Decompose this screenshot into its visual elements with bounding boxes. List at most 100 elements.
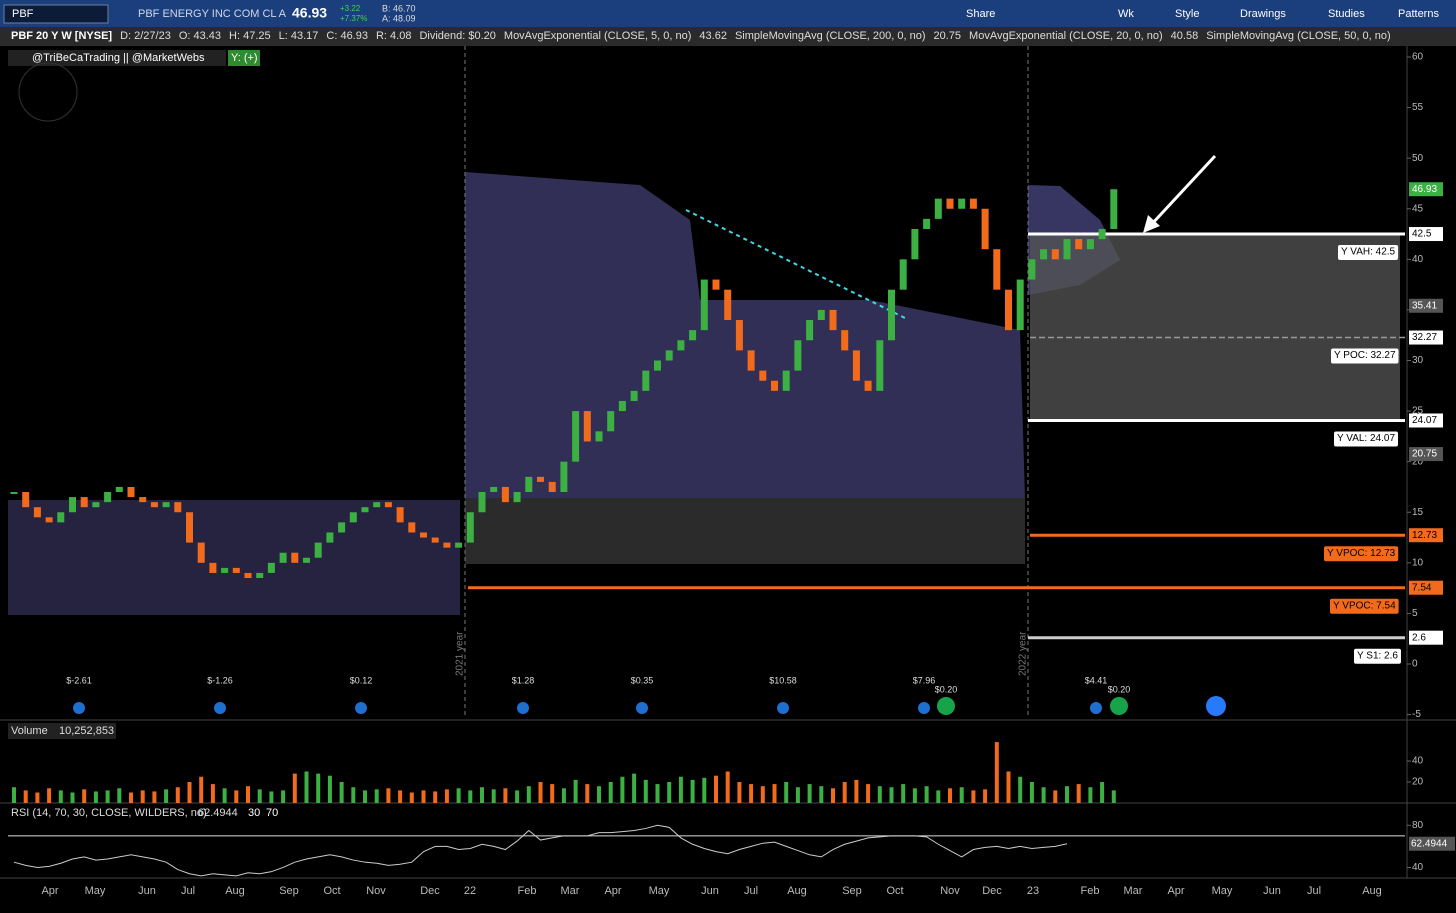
y-tick-label: 20 bbox=[1412, 777, 1424, 788]
y-tick-label: 40 bbox=[1412, 756, 1424, 767]
volume-bar bbox=[889, 787, 894, 803]
candle bbox=[139, 497, 147, 503]
help[interactable] bbox=[1206, 696, 1226, 716]
volume-bar bbox=[292, 773, 297, 803]
candle bbox=[443, 542, 451, 548]
volume-bar bbox=[819, 786, 824, 803]
volume-bar bbox=[725, 771, 730, 803]
candle bbox=[794, 340, 802, 371]
toolbar-button[interactable]: Drawings bbox=[1240, 8, 1286, 20]
x-tick-label: Aug bbox=[787, 885, 807, 897]
y-tick-label: 80 bbox=[1412, 820, 1424, 831]
volume-bar bbox=[678, 776, 683, 803]
x-tick-label: Mar bbox=[1124, 885, 1143, 897]
toolbar-button[interactable]: Wk bbox=[1118, 8, 1134, 20]
dividend: $0.20 bbox=[1108, 684, 1131, 694]
dividend: $-2.61 bbox=[66, 675, 92, 685]
candle bbox=[45, 517, 53, 523]
volume-bar bbox=[795, 787, 800, 803]
toolbar-button[interactable]: Patterns bbox=[1398, 8, 1439, 20]
study-item: MovAvgExponential (CLOSE, 20, 0, no) bbox=[969, 30, 1163, 42]
candle bbox=[455, 542, 463, 548]
year-label: 2022 year bbox=[1018, 631, 1029, 676]
candle bbox=[197, 542, 205, 563]
volume-bar bbox=[842, 782, 847, 803]
price-tag-bg bbox=[1409, 182, 1443, 197]
study-item: R: 4.08 bbox=[376, 30, 411, 42]
candle bbox=[349, 512, 357, 523]
level-label: Y VAL: 24.07 bbox=[1337, 433, 1395, 444]
volume-bar bbox=[866, 784, 871, 803]
dividend: $0.20 bbox=[935, 684, 958, 694]
x-tick-label: Feb bbox=[518, 885, 537, 897]
candle bbox=[478, 492, 486, 513]
volume-bar bbox=[1006, 771, 1011, 803]
event-icon bbox=[355, 702, 367, 714]
dividend: $0.12 bbox=[350, 675, 373, 685]
candle bbox=[888, 289, 895, 341]
volume-bar bbox=[1029, 782, 1034, 803]
volume-bar bbox=[386, 788, 391, 803]
volume-bar bbox=[47, 788, 52, 803]
candle bbox=[396, 507, 404, 523]
volume-bar bbox=[643, 779, 648, 803]
logo bbox=[18, 62, 78, 122]
tag-bg bbox=[8, 50, 226, 66]
candle bbox=[150, 502, 158, 508]
toolbar-button[interactable]: Share bbox=[966, 8, 995, 20]
volume-bar bbox=[327, 775, 332, 803]
level-tag-bg bbox=[1409, 580, 1443, 595]
volume-bar bbox=[1076, 784, 1081, 803]
x-tick-label: Apr bbox=[41, 885, 58, 897]
candle bbox=[852, 350, 860, 381]
volume-bar bbox=[561, 788, 566, 803]
volume-bar bbox=[257, 789, 262, 803]
arrow bbox=[1148, 154, 1217, 228]
toolbar-button[interactable]: Studies bbox=[1328, 8, 1365, 20]
candle bbox=[946, 198, 954, 209]
x-tick-label: Nov bbox=[940, 885, 960, 897]
volume-bar bbox=[1088, 787, 1093, 803]
dividend: $4.41 bbox=[1085, 675, 1108, 685]
level-tag: 32.27 bbox=[1412, 332, 1437, 343]
volume-bar bbox=[304, 771, 309, 803]
candle bbox=[1110, 189, 1118, 229]
candle bbox=[665, 350, 673, 361]
candle bbox=[747, 350, 755, 371]
candle bbox=[513, 492, 521, 503]
volume-bar bbox=[831, 788, 835, 803]
volume-bar bbox=[515, 790, 520, 803]
candle bbox=[829, 309, 837, 331]
level-tag: 12.73 bbox=[1412, 530, 1437, 541]
volume-bar bbox=[164, 789, 169, 803]
y-tick-label: 15 bbox=[1412, 507, 1424, 518]
candle bbox=[209, 562, 217, 573]
volume-bar bbox=[772, 784, 777, 803]
candle bbox=[642, 370, 650, 391]
volume-bar bbox=[901, 784, 906, 803]
event-icon bbox=[1090, 702, 1102, 714]
candle bbox=[1098, 228, 1106, 240]
study-item: MovAvgExponential (CLOSE, 5, 0, no) bbox=[504, 30, 692, 42]
candle bbox=[899, 259, 907, 290]
volume-bar bbox=[760, 786, 765, 803]
volume-last: 10,252,853 bbox=[59, 725, 114, 737]
volume-bar bbox=[480, 787, 484, 803]
year-label: 2021 year bbox=[455, 631, 466, 676]
volume-bar bbox=[210, 784, 215, 803]
level-tag-bg bbox=[1409, 413, 1443, 428]
rsi-line bbox=[13, 824, 1068, 877]
volume-bar bbox=[737, 782, 742, 803]
x-tick-label: Jul bbox=[744, 885, 758, 897]
volume-bar bbox=[1018, 776, 1023, 803]
candle bbox=[338, 522, 346, 533]
toolbar-button[interactable]: Style bbox=[1175, 8, 1199, 20]
candle bbox=[560, 461, 568, 493]
level-tag: 24.07 bbox=[1412, 415, 1437, 426]
study-bar-bg bbox=[0, 27, 1456, 46]
dividend: $-1.26 bbox=[207, 675, 233, 685]
symbol-box[interactable] bbox=[3, 4, 109, 24]
candle bbox=[583, 411, 591, 442]
volume-bar bbox=[269, 791, 274, 803]
trendline bbox=[685, 209, 906, 319]
